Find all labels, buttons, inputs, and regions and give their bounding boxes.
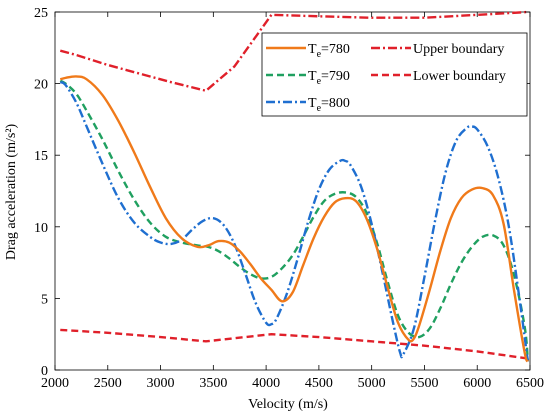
legend-label-subscript: e [317, 103, 322, 114]
x-tick-label: 3500 [199, 376, 227, 391]
x-tick-label: 5000 [358, 376, 386, 391]
x-tick-label: 6500 [516, 376, 544, 391]
legend-label: Upper boundary [413, 42, 504, 57]
y-tick-label: 15 [34, 149, 48, 164]
x-tick-label: 3000 [147, 376, 175, 391]
x-tick-label: 2500 [94, 376, 122, 391]
x-tick-label: 6000 [463, 376, 491, 391]
x-axis-ticks: 2000 2500 3000 3500 4000 4500 5000 5500 6000 6500 [41, 12, 544, 391]
x-tick-label: 5500 [410, 376, 438, 391]
plot-area-border [54, 11, 531, 371]
series-line-te-800 [59, 81, 530, 362]
series-lines [59, 10, 530, 363]
plot-frame [54, 11, 531, 371]
legend-label-rest: =780 [321, 42, 350, 57]
y-tick-label: 20 [34, 78, 48, 93]
series-line-upper-boundary [59, 10, 528, 92]
series-line-te-790 [59, 79, 530, 362]
x-tick-label: 4000 [252, 376, 280, 391]
y-tick-label: 5 [41, 292, 48, 307]
legend-label-rest: =800 [321, 96, 350, 111]
y-tick-label: 25 [34, 6, 48, 21]
legend-label: Te=790 [308, 69, 350, 87]
legend-label-main: T [308, 96, 317, 111]
legend-label: Te=800 [308, 96, 350, 114]
series-line-te-780 [59, 75, 530, 363]
legend-label-main: T [308, 42, 317, 57]
legend-label-rest: =790 [321, 69, 350, 84]
y-tick-label: 10 [34, 221, 48, 236]
legend-label: Te=780 [308, 42, 350, 60]
legend-label-subscript: e [317, 76, 322, 87]
y-axis-ticks: 0 5 10 15 20 25 [34, 6, 530, 379]
legend-label-subscript: e [317, 49, 322, 60]
x-tick-label: 2000 [41, 376, 69, 391]
y-tick-label: 0 [41, 364, 48, 379]
x-tick-label: 4500 [305, 376, 333, 391]
x-axis-title: Velocity (m/s) [248, 397, 328, 412]
y-axis-title: Drag acceleration (m/s²) [4, 123, 19, 260]
series-line-lower-boundary [60, 328, 529, 360]
legend-label: Lower boundary [413, 69, 506, 84]
legend-label-main: T [308, 69, 317, 84]
